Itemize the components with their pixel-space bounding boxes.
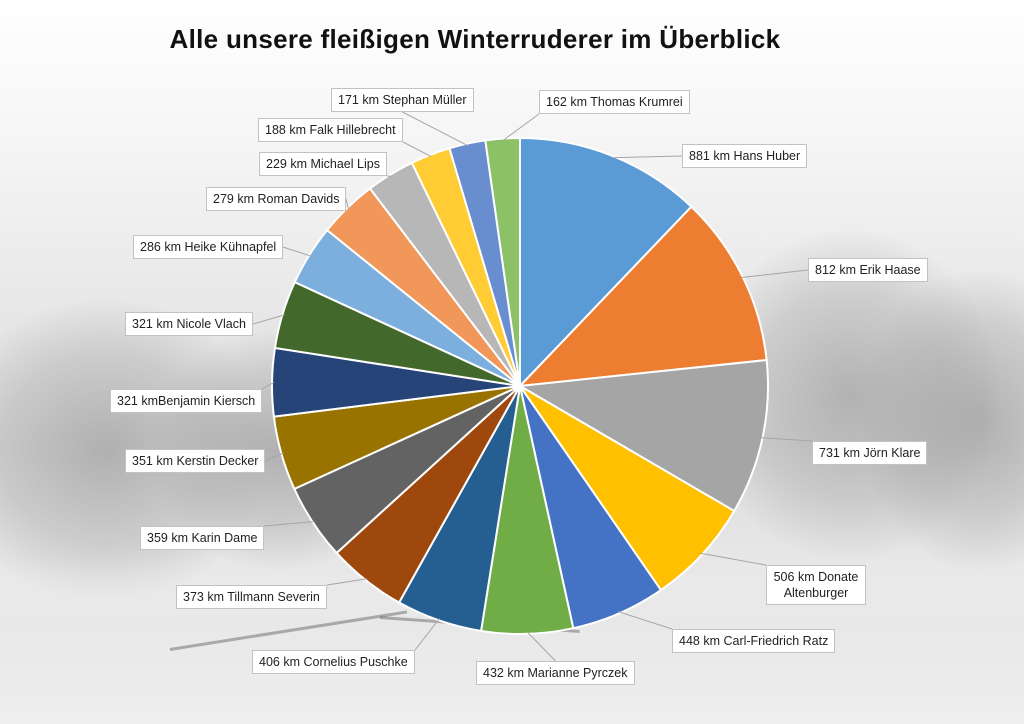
data-label-18: 162 km Thomas Krumrei	[539, 90, 690, 114]
pie-slice-4	[519, 385, 736, 592]
leader-line-7	[414, 618, 440, 651]
leader-line-8	[326, 578, 368, 586]
data-label-10: 351 km Kerstin Decker	[125, 449, 266, 473]
data-label-9: 359 km Karin Dame	[140, 526, 265, 550]
data-label-11: 321 kmBenjamin Kiersch	[110, 389, 263, 413]
leader-line-11	[261, 381, 275, 390]
pie-slice-2	[517, 205, 768, 388]
leader-line-1	[611, 155, 683, 159]
pie-slices	[271, 136, 769, 635]
pie-slice-1	[519, 136, 693, 389]
data-label-8: 373 km Tillmann Severin	[176, 585, 327, 609]
data-label-12: 321 km Nicole Vlach	[125, 312, 253, 336]
data-label-3: 731 km Jörn Klare	[812, 441, 928, 465]
leader-line-10	[264, 452, 284, 462]
data-label-2: 812 km Erik Haase	[808, 258, 928, 282]
leader-lines	[252, 111, 813, 662]
data-label-16: 188 km Falk Hillebrecht	[258, 118, 403, 142]
chart-title: Alle unsere fleißigen Winterruderer im Ü…	[169, 24, 781, 54]
data-label-1: 881 km Hans Huber	[682, 144, 808, 168]
leader-line-9	[263, 521, 315, 527]
pie-slice-18	[484, 136, 521, 387]
leader-line-5	[618, 611, 673, 630]
leader-line-4	[700, 552, 767, 566]
data-label-13: 286 km Heike Kühnapfel	[133, 235, 284, 259]
data-label-4: 506 km Donate Altenburger	[766, 565, 866, 605]
data-label-5: 448 km Carl-Friedrich Ratz	[672, 629, 836, 653]
leader-line-6	[526, 631, 556, 662]
data-label-7: 406 km Cornelius Puschke	[252, 650, 415, 674]
leader-line-16	[402, 141, 432, 158]
leader-line-2	[740, 269, 809, 279]
leader-line-12	[252, 314, 285, 325]
leader-line-17	[402, 111, 468, 147]
data-label-6: 432 km Marianne Pyrczek	[476, 661, 635, 685]
leader-line-18	[502, 113, 540, 142]
leader-line-3	[760, 437, 813, 442]
data-label-15: 229 km Michael Lips	[259, 152, 387, 176]
data-label-17: 171 km Stephan Müller	[331, 88, 474, 112]
data-label-14: 279 km Roman Davids	[206, 187, 347, 211]
leader-line-13	[282, 246, 312, 257]
